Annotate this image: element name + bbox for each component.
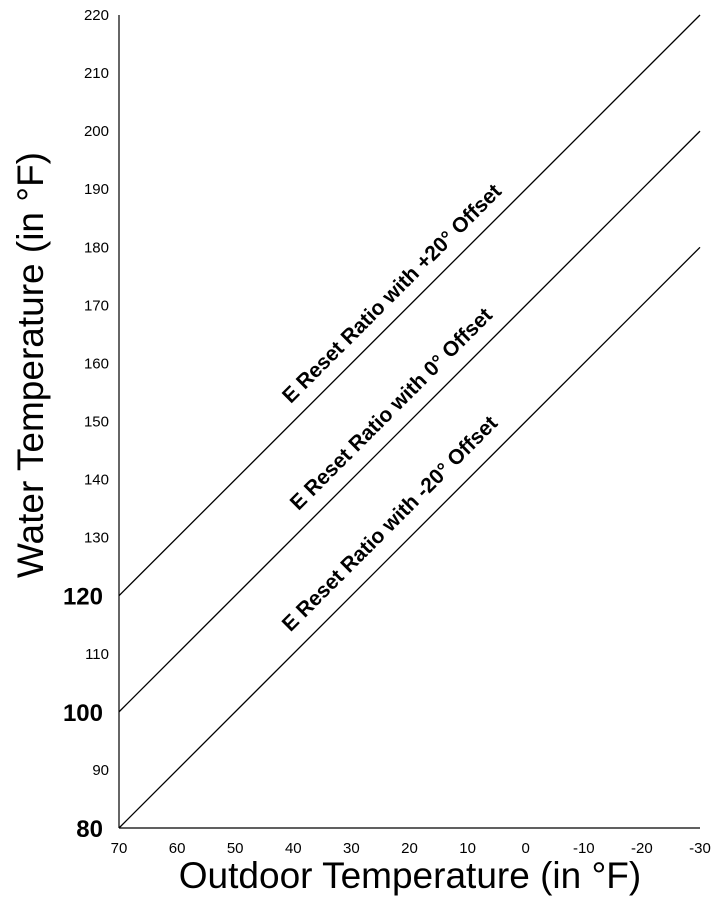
x-tick-label: 50 [227, 840, 244, 857]
x-axis-title: Outdoor Temperature (in °F) [179, 855, 641, 896]
series-label: E Reset Ratio with -20° Offset [278, 412, 502, 636]
x-tick-label: 40 [285, 840, 302, 857]
x-tick-labels: 70 60 50 40 30 20 10 0 -10 -20 -30 [111, 840, 711, 857]
x-tick-label: 60 [169, 840, 186, 857]
series-label: E Reset Ratio with +20° Offset [278, 180, 506, 408]
y-tick-label: 220 [84, 7, 109, 24]
y-tick-label: 190 [84, 181, 109, 198]
series-lines [118, 14, 701, 829]
y-tick-label: 180 [84, 239, 109, 256]
y-tick-label: 120 [63, 584, 103, 611]
y-tick-label: 150 [84, 414, 109, 431]
x-tick-label: -20 [631, 840, 653, 857]
y-tick-label: 170 [84, 297, 109, 314]
y-tick-label: 130 [84, 530, 109, 547]
y-tick-labels: 80 90 100 110 120 130 140 150 160 170 180 190 200 210… [63, 7, 109, 843]
series-label: E Reset Ratio with 0° Offset [286, 304, 497, 515]
y-tick-label: 110 [85, 646, 109, 663]
x-tick-label: 30 [343, 840, 360, 857]
x-tick-label: 10 [459, 840, 476, 857]
y-tick-label: 100 [63, 700, 103, 727]
series-line [118, 130, 701, 713]
x-tick-label: 20 [401, 840, 418, 857]
y-tick-label: 80 [76, 816, 103, 843]
series-line [118, 14, 701, 597]
x-tick-label: -10 [573, 840, 595, 857]
x-tick-label: 70 [111, 840, 128, 857]
series-line [118, 246, 701, 829]
y-tick-label: 90 [92, 762, 109, 779]
axes [118, 15, 700, 829]
y-tick-label: 210 [84, 65, 109, 82]
x-tick-label: 0 [522, 840, 530, 857]
y-tick-label: 140 [84, 472, 109, 489]
y-tick-label: 200 [84, 123, 109, 140]
y-axis-title: Water Temperature (in °F) [10, 152, 51, 578]
x-tick-label: -30 [689, 840, 711, 857]
y-tick-label: 160 [84, 355, 109, 372]
